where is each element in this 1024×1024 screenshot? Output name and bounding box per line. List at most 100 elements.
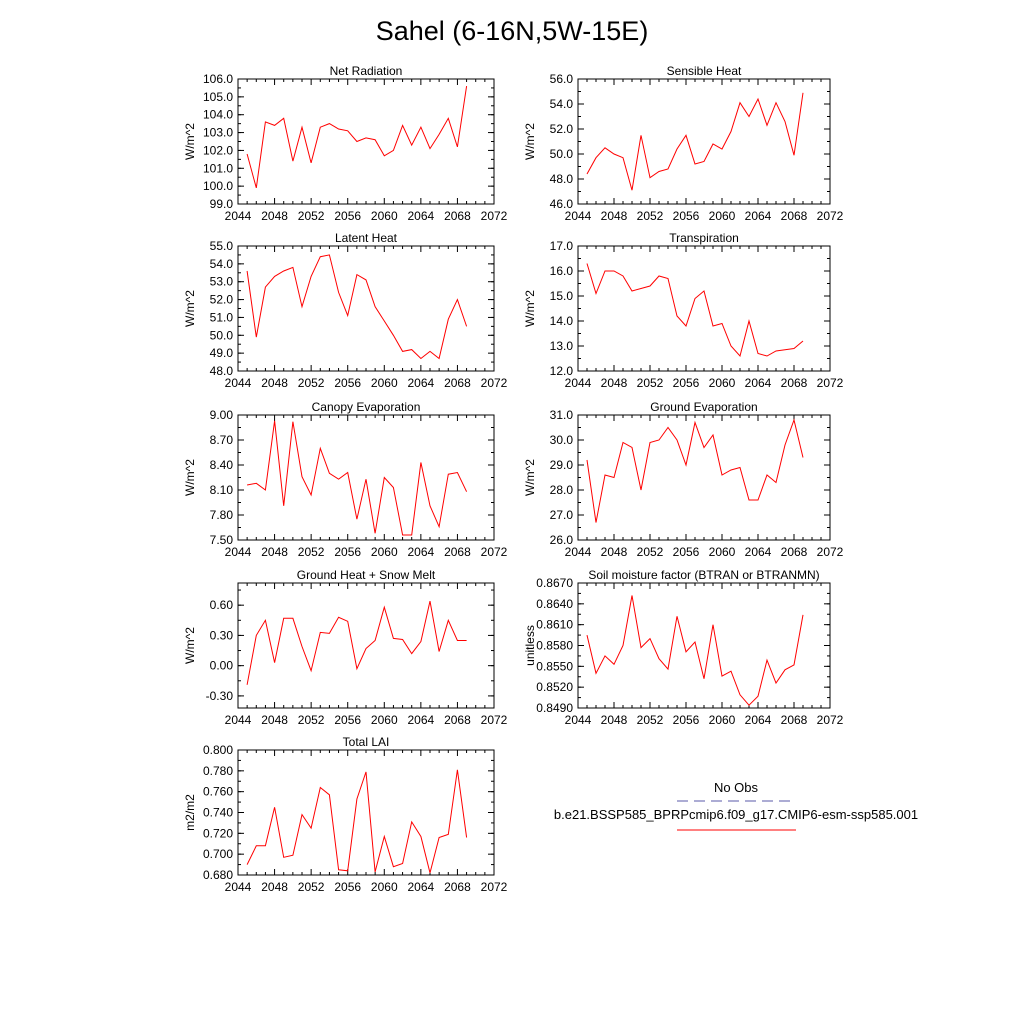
x-tick-label: 2072 (481, 880, 508, 894)
y-tick-label: 106.0 (203, 72, 233, 86)
x-tick-label: 2064 (408, 209, 435, 223)
y-tick-label: 0.8550 (536, 659, 573, 673)
y-tick-label: 8.10 (210, 483, 234, 497)
x-tick-label: 2052 (298, 713, 325, 727)
y-tick-label: 0.800 (203, 743, 233, 757)
y-tick-label: 102.0 (203, 143, 233, 157)
y-axis-label: W/m^2 (523, 123, 537, 160)
x-tick-label: 2056 (673, 713, 700, 727)
x-tick-label: 2068 (781, 713, 808, 727)
panel-2: Sensible Heat W/m^2 2044 2048 2052 2056 2060 20… (523, 64, 844, 223)
x-tick-label: 2048 (261, 880, 288, 894)
y-tick-label: 0.740 (203, 806, 233, 820)
x-tick-label: 2068 (444, 713, 471, 727)
y-axis-label: W/m^2 (183, 123, 197, 160)
y-tick-label: 0.8670 (536, 576, 573, 590)
plot-frame (577, 245, 831, 372)
y-tick-label: 0.760 (203, 785, 233, 799)
x-tick-label: 2056 (673, 209, 700, 223)
x-tick-label: 2052 (298, 880, 325, 894)
x-tick-label: 2072 (481, 209, 508, 223)
y-tick-label: 0.720 (203, 826, 233, 840)
y-tick-label: 0.780 (203, 764, 233, 778)
y-tick-label: 51.0 (210, 310, 234, 324)
series-line (246, 769, 468, 874)
legend: No Obs b.e21.BSSP585_BPRPcmip6.f09_g17.C… (554, 780, 918, 831)
x-tick-label: 2056 (334, 209, 361, 223)
x-tick-label: 2060 (709, 545, 736, 559)
panel-3: Latent Heat W/m^2 2044 2048 2052 2056 2060 2064… (183, 231, 508, 390)
y-tick-label: 54.0 (210, 257, 234, 271)
panel-title: Net Radiation (330, 64, 403, 78)
plot-frame (577, 78, 831, 205)
x-tick-label: 2064 (408, 880, 435, 894)
panel-7: Ground Heat + Snow Melt W/m^2 2044 2048 2052… (183, 568, 508, 727)
series-line (586, 263, 804, 358)
y-tick-label: 49.0 (210, 346, 234, 360)
series-line (246, 254, 468, 360)
y-tick-label: 15.0 (550, 289, 574, 303)
y-tick-label: 48.0 (210, 364, 234, 378)
series-line (586, 595, 804, 706)
y-axis-label: unitless (523, 625, 537, 666)
y-tick-label: 0.8580 (536, 639, 573, 653)
y-axis-label: W/m^2 (523, 290, 537, 327)
x-tick-label: 2052 (637, 545, 664, 559)
y-tick-label: 52.0 (550, 122, 574, 136)
x-tick-label: 2068 (444, 880, 471, 894)
y-tick-label: 0.8520 (536, 680, 573, 694)
y-tick-label: 0.30 (210, 628, 234, 642)
y-tick-label: 7.50 (210, 533, 234, 547)
y-tick-label: 0.8640 (536, 597, 573, 611)
x-tick-label: 2068 (781, 209, 808, 223)
y-tick-label: 0.680 (203, 868, 233, 882)
y-tick-label: 13.0 (550, 339, 574, 353)
panel-title: Canopy Evaporation (312, 400, 421, 414)
x-tick-label: 2060 (709, 376, 736, 390)
x-tick-label: 2072 (817, 713, 844, 727)
y-tick-label: 53.0 (210, 275, 234, 289)
panels-group: Net Radiation W/m^2 2044 2048 2052 2056 2060 20… (183, 64, 844, 894)
x-tick-label: 2052 (298, 545, 325, 559)
plot-frame (237, 245, 495, 372)
series-line (247, 420, 468, 536)
x-tick-label: 2044 (565, 545, 592, 559)
y-tick-label: 99.0 (210, 197, 234, 211)
x-tick-label: 2044 (565, 376, 592, 390)
y-axis-label: W/m^2 (523, 459, 537, 496)
y-tick-label: 54.0 (550, 97, 574, 111)
x-tick-label: 2060 (371, 376, 398, 390)
panel-title: Transpiration (669, 231, 739, 245)
panel-title: Soil moisture factor (BTRAN or BTRANMN) (588, 568, 819, 582)
x-tick-label: 2048 (601, 376, 628, 390)
y-tick-label: 28.0 (550, 483, 574, 497)
x-tick-label: 2068 (444, 545, 471, 559)
x-tick-label: 2072 (817, 376, 844, 390)
series-line (586, 418, 804, 523)
x-tick-label: 2072 (817, 545, 844, 559)
plot-frame (237, 582, 495, 709)
y-tick-label: 12.0 (550, 364, 574, 378)
x-tick-label: 2072 (481, 713, 508, 727)
x-tick-label: 2052 (298, 376, 325, 390)
x-tick-label: 2068 (444, 209, 471, 223)
x-tick-label: 2056 (334, 545, 361, 559)
x-tick-label: 2068 (781, 545, 808, 559)
x-tick-label: 2060 (371, 209, 398, 223)
x-tick-label: 2068 (444, 376, 471, 390)
x-tick-label: 2056 (334, 376, 361, 390)
x-tick-label: 2068 (781, 376, 808, 390)
panel-title: Sensible Heat (667, 64, 742, 78)
y-tick-label: 31.0 (550, 408, 574, 422)
x-tick-label: 2048 (261, 713, 288, 727)
y-tick-label: 101.0 (203, 161, 233, 175)
x-tick-label: 2064 (745, 376, 772, 390)
x-tick-label: 2060 (709, 209, 736, 223)
y-tick-label: 50.0 (550, 147, 574, 161)
x-tick-label: 2056 (673, 376, 700, 390)
x-tick-label: 2060 (371, 545, 398, 559)
x-tick-label: 2044 (565, 209, 592, 223)
y-tick-label: 104.0 (203, 108, 233, 122)
y-tick-label: 100.0 (203, 179, 233, 193)
x-tick-label: 2044 (225, 209, 252, 223)
